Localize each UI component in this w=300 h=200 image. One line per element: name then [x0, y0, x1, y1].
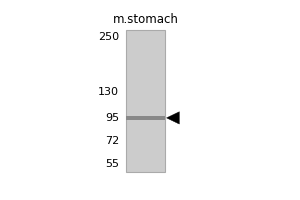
Text: m.stomach: m.stomach: [113, 13, 178, 26]
Text: 95: 95: [105, 113, 119, 123]
Text: 72: 72: [105, 136, 119, 146]
Text: 55: 55: [105, 159, 119, 169]
Text: 250: 250: [98, 32, 119, 42]
Polygon shape: [167, 112, 179, 124]
FancyBboxPatch shape: [126, 116, 165, 120]
FancyBboxPatch shape: [126, 30, 165, 172]
Text: 130: 130: [98, 87, 119, 97]
